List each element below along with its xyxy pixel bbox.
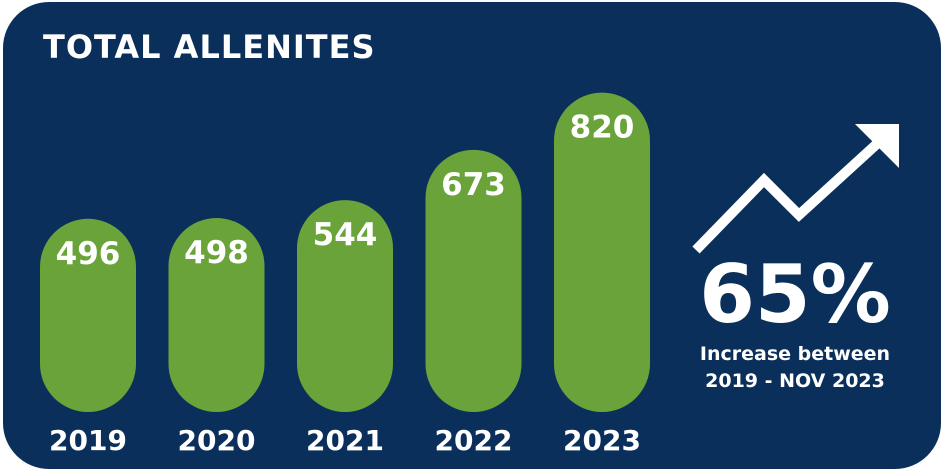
increase-caption: Increase between 2019 - NOV 2023 xyxy=(679,341,911,395)
bar-value-label: 496 xyxy=(56,236,121,272)
bar-chart: 496 498 544 673 820 2019 2020 2021 2022 2023 xyxy=(40,92,650,457)
caption-line-1: Increase between xyxy=(699,343,891,365)
bar-2020 xyxy=(168,218,265,412)
caption-line-2: 2019 - NOV 2023 xyxy=(705,370,885,392)
increase-percent: 65% xyxy=(699,248,891,341)
x-tick-label: 2021 xyxy=(306,424,384,457)
x-tick-label: 2022 xyxy=(435,424,513,457)
bar-2021 xyxy=(297,200,393,412)
chart-title: TOTAL ALLENITES xyxy=(43,28,376,66)
bar-value-label: 498 xyxy=(184,235,249,271)
bar-value-label: 673 xyxy=(441,167,506,203)
value-labels-layer: 496 498 544 673 820 xyxy=(56,110,635,272)
x-tick-label: 2020 xyxy=(178,424,256,457)
x-tick-label: 2019 xyxy=(49,424,127,457)
bar-2023 xyxy=(554,92,650,413)
infographic-card: TOTAL ALLENITES 496 498 544 673 820 2019 2020… xyxy=(3,2,941,469)
bar-2019 xyxy=(40,218,136,412)
x-tick-label: 2023 xyxy=(563,424,641,457)
x-tick-labels-layer: 2019 2020 2021 2022 2023 xyxy=(49,424,641,457)
bar-value-label: 544 xyxy=(313,217,378,253)
bars-layer xyxy=(40,92,650,413)
bar-value-label: 820 xyxy=(570,110,635,146)
bar-2022 xyxy=(425,149,522,412)
trend-up-arrow-icon xyxy=(692,124,899,254)
